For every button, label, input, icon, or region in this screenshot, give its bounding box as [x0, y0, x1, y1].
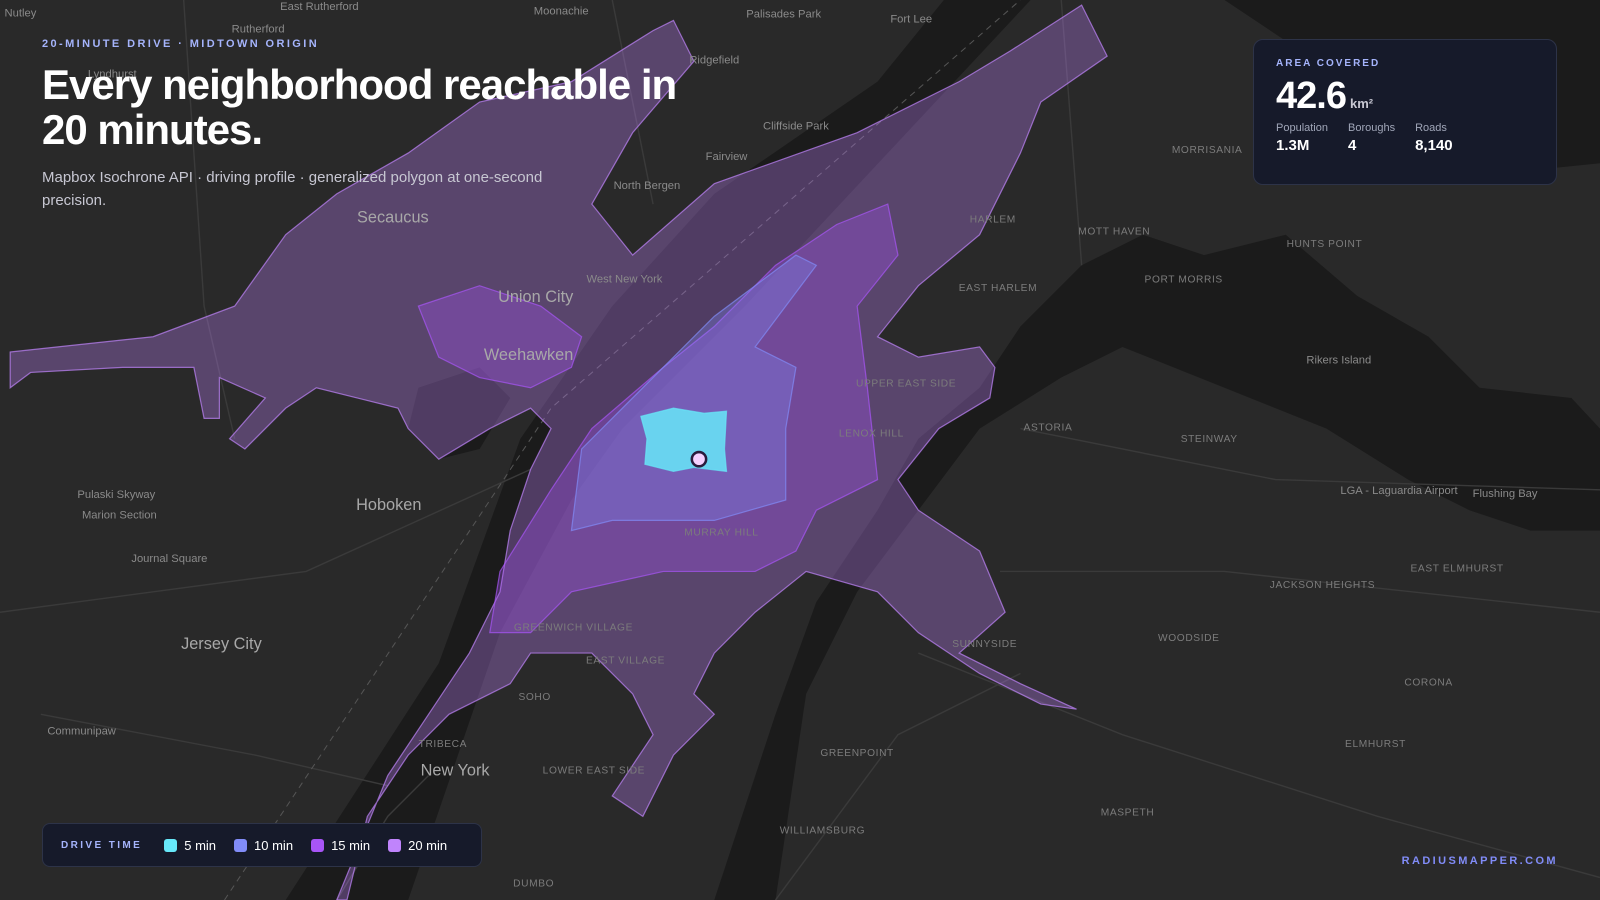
place-label: Weehawken — [484, 346, 573, 364]
stat: Boroughs 4 — [1348, 122, 1395, 154]
legend-item: 10 min — [234, 838, 293, 853]
place-label: WOODSIDE — [1158, 633, 1220, 644]
legend-swatch — [388, 838, 402, 852]
attribution[interactable]: RADIUSMAPPER.COM — [1401, 855, 1558, 867]
place-label: Pulaski Skyway — [77, 489, 155, 501]
place-label: STEINWAY — [1181, 434, 1238, 445]
place-label: CORONA — [1404, 678, 1452, 689]
place-label: MASPETH — [1101, 807, 1155, 818]
stat-value: 4 — [1348, 137, 1357, 154]
stat: Population 1.3M — [1276, 122, 1328, 154]
place-label: Fairview — [706, 151, 749, 163]
place-label: Rutherford — [232, 24, 285, 36]
place-label: JACKSON HEIGHTS — [1270, 580, 1375, 591]
isochrone-20[interactable] — [9, 4, 1108, 900]
legend-item: 15 min — [311, 838, 370, 853]
place-label: ASTORIA — [1024, 423, 1073, 434]
place-label: EAST HARLEM — [959, 283, 1037, 294]
place-label: Lyndhurst — [88, 69, 138, 81]
place-label: Hoboken — [356, 496, 421, 514]
place-label: GREENPOINT — [820, 748, 893, 759]
place-label: GREENWICH VILLAGE — [514, 623, 633, 634]
card-stats: Population 1.3M Boroughs 4 Roads 8,140 — [1276, 122, 1534, 154]
legend: DRIVE TIME 5 min 10 min 15 min 20 min — [42, 823, 482, 867]
place-label: LOWER EAST SIDE — [543, 765, 645, 776]
stat-label: Population — [1276, 122, 1328, 134]
card-unit: km² — [1349, 96, 1374, 111]
place-label: Communipaw — [47, 726, 116, 738]
place-label: New York — [421, 762, 491, 780]
stat-value: 1.3M — [1276, 137, 1310, 154]
place-label: SUNNYSIDE — [952, 639, 1017, 650]
place-label: MORRISANIA — [1172, 145, 1243, 156]
place-label: Union City — [498, 288, 574, 306]
subtitle: Mapbox Isochrone API · driving profile ·… — [42, 169, 543, 209]
place-label: WILLIAMSBURG — [780, 826, 865, 837]
place-label: Flushing Bay — [1473, 488, 1538, 500]
place-label: ELMHURST — [1345, 739, 1406, 750]
place-label: Nutley — [5, 7, 37, 19]
place-label: TRIBECA — [419, 739, 467, 750]
place-label: North Bergen — [614, 180, 681, 192]
place-label: Cliffside Park — [763, 121, 829, 133]
place-label: Secaucus — [357, 208, 429, 226]
legend-label: 20 min — [408, 837, 448, 853]
stats-card: AREA COVERED 42.6 km² Population 1.3M Borou… — [1253, 39, 1557, 185]
legend-label: 10 min — [254, 837, 294, 853]
card-label: AREA COVERED — [1276, 58, 1381, 69]
stat-label: Roads — [1415, 122, 1447, 134]
isochrone-5[interactable] — [640, 407, 728, 473]
legend-swatch — [234, 838, 248, 852]
place-label: HUNTS POINT — [1287, 239, 1363, 250]
legend-item: 5 min — [164, 838, 216, 853]
place-label: MURRAY HILL — [684, 528, 758, 539]
legend-swatch — [311, 838, 325, 852]
card-value: 42.6 — [1276, 75, 1347, 117]
place-label: LGA - Laguardia Airport — [1340, 485, 1458, 497]
map-labels: Nutley East Rutherford Moonachie Palisades … — [5, 1, 1538, 890]
place-label: EAST ELMHURST — [1411, 563, 1504, 574]
stat: Roads 8,140 — [1415, 122, 1453, 154]
place-label: UPPER EAST SIDE — [856, 379, 956, 390]
place-label: Journal Square — [131, 553, 207, 565]
card-value-row: 42.6 km² — [1276, 75, 1534, 118]
legend-swatch — [164, 838, 178, 852]
legend-item: 20 min — [388, 838, 447, 853]
title: Every neighborhood reachable in 20 minut… — [42, 61, 677, 153]
place-label: Fort Lee — [890, 13, 932, 25]
place-label: PORT MORRIS — [1145, 275, 1223, 286]
place-label: Rikers Island — [1306, 354, 1371, 366]
eyebrow: 20-MINUTE DRIVE · MIDTOWN ORIGIN — [42, 38, 320, 50]
place-label: East Rutherford — [280, 1, 359, 13]
isochrones — [9, 4, 1108, 900]
place-label: Marion Section — [82, 509, 157, 521]
place-label: Moonachie — [534, 5, 589, 17]
place-label: MOTT HAVEN — [1078, 227, 1150, 238]
place-label: Ridgefield — [689, 54, 739, 66]
stat-label: Boroughs — [1348, 122, 1396, 134]
place-label: SOHO — [518, 692, 550, 703]
place-label: West New York — [587, 274, 663, 286]
stat-value: 8,140 — [1415, 137, 1453, 154]
place-label: EAST VILLAGE — [586, 655, 665, 666]
place-label: Jersey City — [181, 635, 263, 653]
place-label: DUMBO — [513, 879, 554, 890]
legend-title: DRIVE TIME — [61, 839, 143, 851]
origin-marker[interactable] — [690, 450, 708, 468]
legend-label: 15 min — [331, 837, 371, 853]
place-label: Palisades Park — [746, 8, 821, 20]
place-label: LENOX HILL — [839, 429, 904, 440]
isochrone-15-west[interactable] — [417, 285, 583, 389]
isochrone-10[interactable] — [570, 254, 818, 532]
place-label: HARLEM — [970, 214, 1016, 225]
legend-label: 5 min — [184, 837, 217, 853]
